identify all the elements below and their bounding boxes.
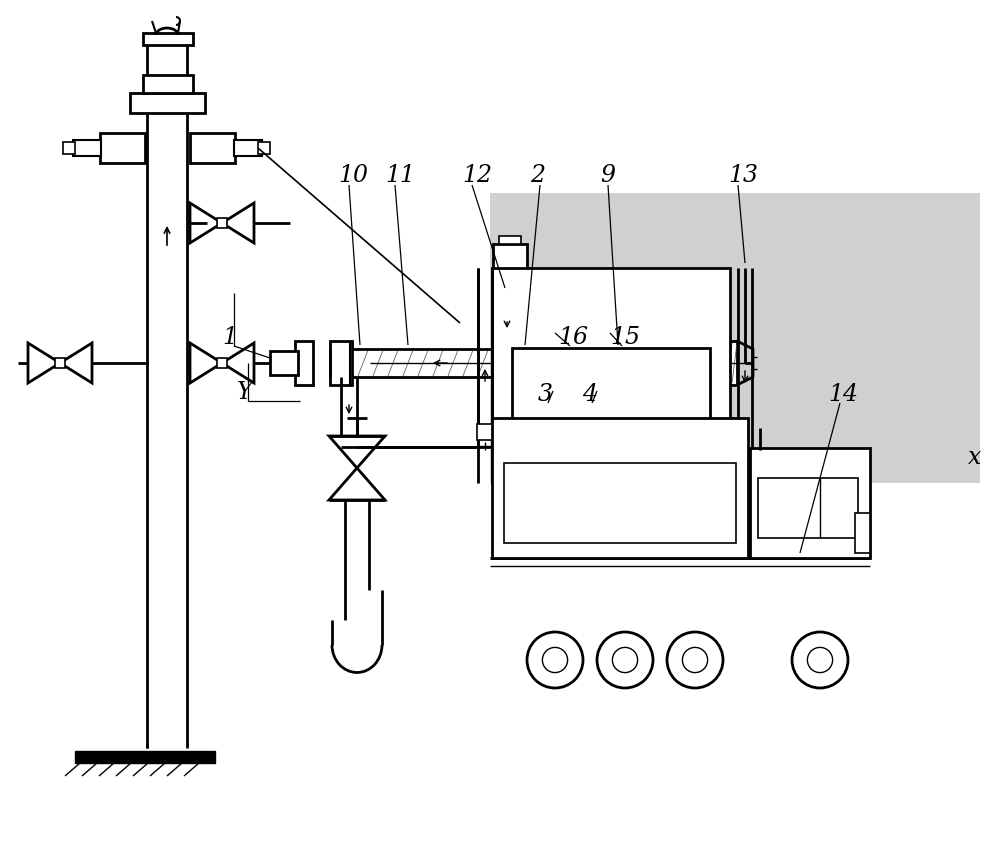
- Bar: [504, 463, 736, 543]
- Circle shape: [542, 647, 568, 673]
- Bar: [63, 142, 75, 154]
- Bar: [758, 479, 858, 538]
- Text: 4: 4: [582, 382, 597, 405]
- Bar: [477, 425, 493, 440]
- Bar: [270, 351, 298, 375]
- Polygon shape: [190, 344, 222, 384]
- Text: 3: 3: [538, 382, 553, 405]
- Polygon shape: [222, 204, 254, 244]
- Bar: [73, 141, 101, 157]
- Text: x: x: [968, 445, 981, 468]
- Bar: [217, 218, 227, 229]
- Bar: [130, 94, 205, 113]
- Polygon shape: [190, 204, 222, 244]
- Bar: [55, 358, 65, 368]
- Text: 12: 12: [462, 164, 492, 187]
- Bar: [750, 449, 870, 559]
- Bar: [143, 34, 193, 46]
- Polygon shape: [222, 344, 254, 384]
- Text: 16: 16: [558, 326, 588, 349]
- Bar: [258, 142, 270, 154]
- Bar: [100, 134, 145, 164]
- Text: 11: 11: [385, 164, 415, 187]
- Bar: [715, 341, 737, 386]
- Bar: [490, 194, 980, 484]
- Bar: [217, 358, 227, 368]
- Circle shape: [597, 632, 653, 688]
- Bar: [330, 341, 352, 386]
- Text: 14: 14: [828, 382, 858, 405]
- Circle shape: [667, 632, 723, 688]
- Circle shape: [792, 632, 848, 688]
- Bar: [498, 294, 518, 339]
- Circle shape: [527, 632, 583, 688]
- Circle shape: [682, 647, 708, 673]
- Bar: [190, 134, 235, 164]
- Bar: [492, 419, 748, 559]
- Polygon shape: [329, 468, 385, 501]
- Bar: [493, 245, 527, 294]
- Bar: [512, 349, 710, 463]
- Bar: [143, 76, 193, 94]
- Text: 1: 1: [222, 326, 237, 349]
- Bar: [499, 237, 521, 245]
- Bar: [75, 751, 215, 763]
- Bar: [492, 269, 730, 484]
- Text: 13: 13: [728, 164, 758, 187]
- Circle shape: [807, 647, 833, 673]
- Text: 2: 2: [530, 164, 545, 187]
- Polygon shape: [329, 437, 385, 468]
- Bar: [234, 141, 262, 157]
- Bar: [855, 514, 870, 554]
- Polygon shape: [28, 344, 60, 384]
- Text: 10: 10: [338, 164, 368, 187]
- Polygon shape: [60, 344, 92, 384]
- Circle shape: [612, 647, 638, 673]
- Text: Y: Y: [237, 380, 253, 403]
- Bar: [295, 341, 313, 386]
- Text: 15: 15: [610, 326, 640, 349]
- Text: 9: 9: [600, 164, 615, 187]
